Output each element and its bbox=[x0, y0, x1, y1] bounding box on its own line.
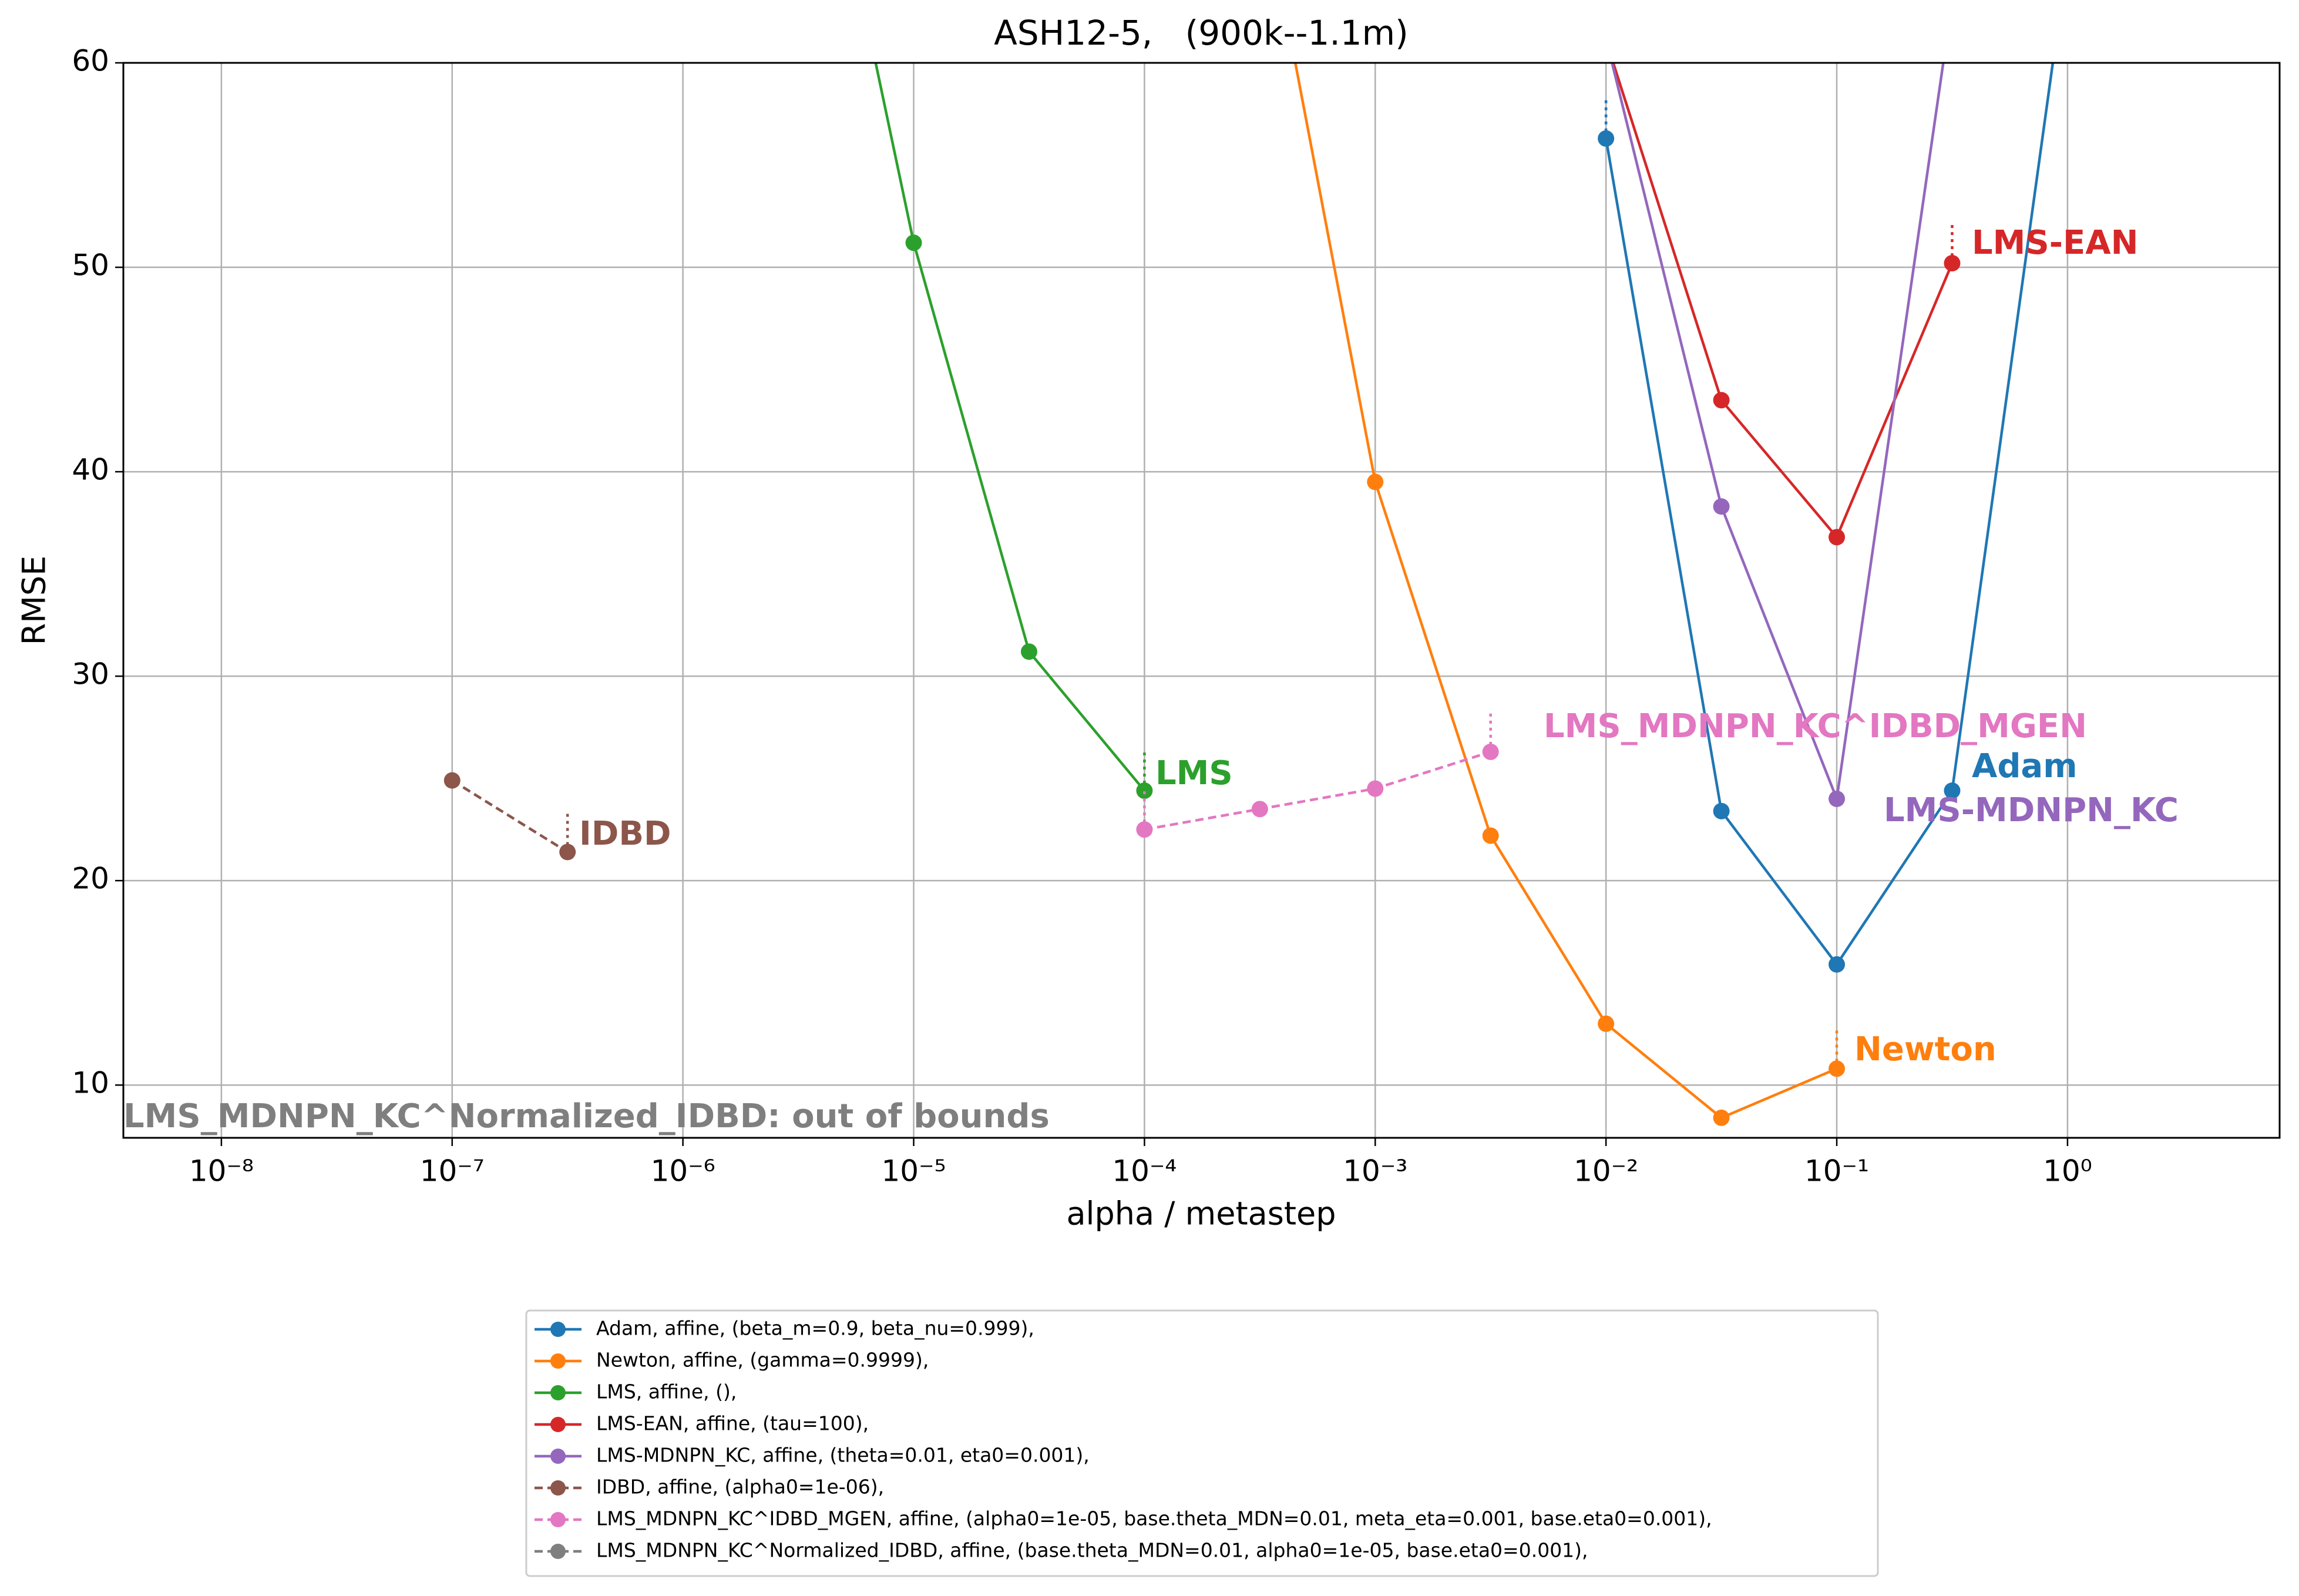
legend-label: LMS_MDNPN_KC^IDBD_MGEN, affine, (alpha0=… bbox=[596, 1507, 1712, 1530]
x-tick-label: 10⁻⁴ bbox=[1112, 1154, 1177, 1188]
legend-marker bbox=[550, 1417, 566, 1432]
series-line bbox=[1144, 750, 1491, 831]
x-tick-label: 10⁻¹ bbox=[1804, 1154, 1869, 1188]
x-tick-label: 10⁻⁸ bbox=[189, 1154, 254, 1188]
data-point bbox=[1482, 827, 1499, 844]
data-point bbox=[1944, 782, 1961, 799]
x-tick-label: 10⁰ bbox=[2043, 1154, 2092, 1188]
x-axis-label: alpha / metastep bbox=[1066, 1195, 1336, 1232]
data-point bbox=[1482, 743, 1499, 760]
data-point bbox=[1367, 780, 1384, 797]
legend-label: LMS, affine, (), bbox=[596, 1380, 737, 1403]
data-point bbox=[905, 234, 922, 251]
annotation: Newton bbox=[1854, 1030, 1996, 1069]
series-line bbox=[874, 63, 1146, 792]
legend-label: LMS-MDNPN_KC, affine, (theta=0.01, eta0=… bbox=[596, 1444, 1090, 1467]
data-point bbox=[559, 844, 576, 861]
data-point bbox=[1367, 473, 1384, 490]
series-line bbox=[1611, 63, 1945, 804]
data-point bbox=[1713, 498, 1730, 515]
data-point bbox=[1251, 801, 1268, 818]
y-tick-label: 60 bbox=[72, 44, 109, 78]
legend-label: Adam, affine, (beta_m=0.9, beta_nu=0.999… bbox=[596, 1317, 1034, 1340]
x-tick-label: 10⁻⁵ bbox=[881, 1154, 946, 1188]
legend-label: IDBD, affine, (alpha0=1e-06), bbox=[596, 1476, 884, 1498]
annotation: Adam bbox=[1972, 747, 2078, 785]
data-point bbox=[1598, 130, 1615, 147]
data-point bbox=[1713, 392, 1730, 409]
annotation: IDBD bbox=[579, 815, 671, 853]
data-point bbox=[1829, 529, 1846, 546]
annotation: LMS_MDNPN_KC^IDBD_MGEN bbox=[1544, 707, 2087, 745]
legend-marker bbox=[550, 1544, 566, 1559]
data-point bbox=[1713, 1109, 1730, 1126]
axes-frame bbox=[122, 62, 2281, 1139]
data-point bbox=[1829, 790, 1846, 807]
y-tick-label: 40 bbox=[72, 453, 109, 487]
annotation: LMS_MDNPN_KC^Normalized_IDBD: out of bou… bbox=[123, 1097, 1050, 1135]
plot-area bbox=[443, 63, 2055, 1126]
legend: Adam, affine, (beta_m=0.9, beta_nu=0.999… bbox=[535, 1317, 1712, 1562]
y-tick-label: 10 bbox=[72, 1066, 109, 1100]
legend-marker bbox=[550, 1480, 566, 1496]
chart-title: ASH12-5, (900k--1.1m) bbox=[994, 13, 1409, 53]
x-tick-label: 10⁻² bbox=[1574, 1154, 1638, 1188]
annotations: LMS-EAN Adam LMS-MDNPN_KC Newton LMS IDBD LMS_… bbox=[123, 224, 2179, 1135]
data-point bbox=[443, 772, 461, 789]
x-tick-label: 10⁻⁷ bbox=[420, 1154, 485, 1188]
series-line bbox=[451, 779, 569, 854]
legend-marker bbox=[550, 1353, 566, 1369]
x-tick-label: 10⁻³ bbox=[1343, 1154, 1407, 1188]
data-point bbox=[1713, 802, 1730, 819]
data-point bbox=[1136, 821, 1153, 838]
annotation: LMS bbox=[1155, 754, 1233, 792]
data-point bbox=[1020, 643, 1037, 660]
legend-label: LMS_MDNPN_KC^Normalized_IDBD, affine, (b… bbox=[596, 1539, 1588, 1562]
y-tick-label: 30 bbox=[72, 657, 109, 691]
legend-marker bbox=[550, 1322, 566, 1337]
legend-marker bbox=[550, 1512, 566, 1527]
data-point bbox=[1829, 1060, 1846, 1077]
legend-box bbox=[525, 1309, 1879, 1577]
y-axis-label: RMSE bbox=[16, 556, 53, 646]
legend-label: Newton, affine, (gamma=0.9999), bbox=[596, 1349, 929, 1372]
annotation: LMS-MDNPN_KC bbox=[1884, 791, 2179, 829]
y-tick-label: 50 bbox=[72, 248, 109, 283]
data-point bbox=[1598, 1015, 1615, 1032]
legend-marker bbox=[550, 1385, 566, 1400]
data-point bbox=[1136, 782, 1153, 799]
annotation: LMS-EAN bbox=[1972, 224, 2138, 262]
y-tick-label: 20 bbox=[72, 862, 109, 896]
data-point bbox=[1829, 956, 1846, 973]
series-line bbox=[1293, 63, 1837, 1120]
data-point bbox=[1944, 255, 1961, 272]
legend-label: LMS-EAN, affine, (tau=100), bbox=[596, 1412, 869, 1435]
x-tick-label: 10⁻⁶ bbox=[651, 1154, 715, 1188]
legend-marker bbox=[550, 1449, 566, 1464]
